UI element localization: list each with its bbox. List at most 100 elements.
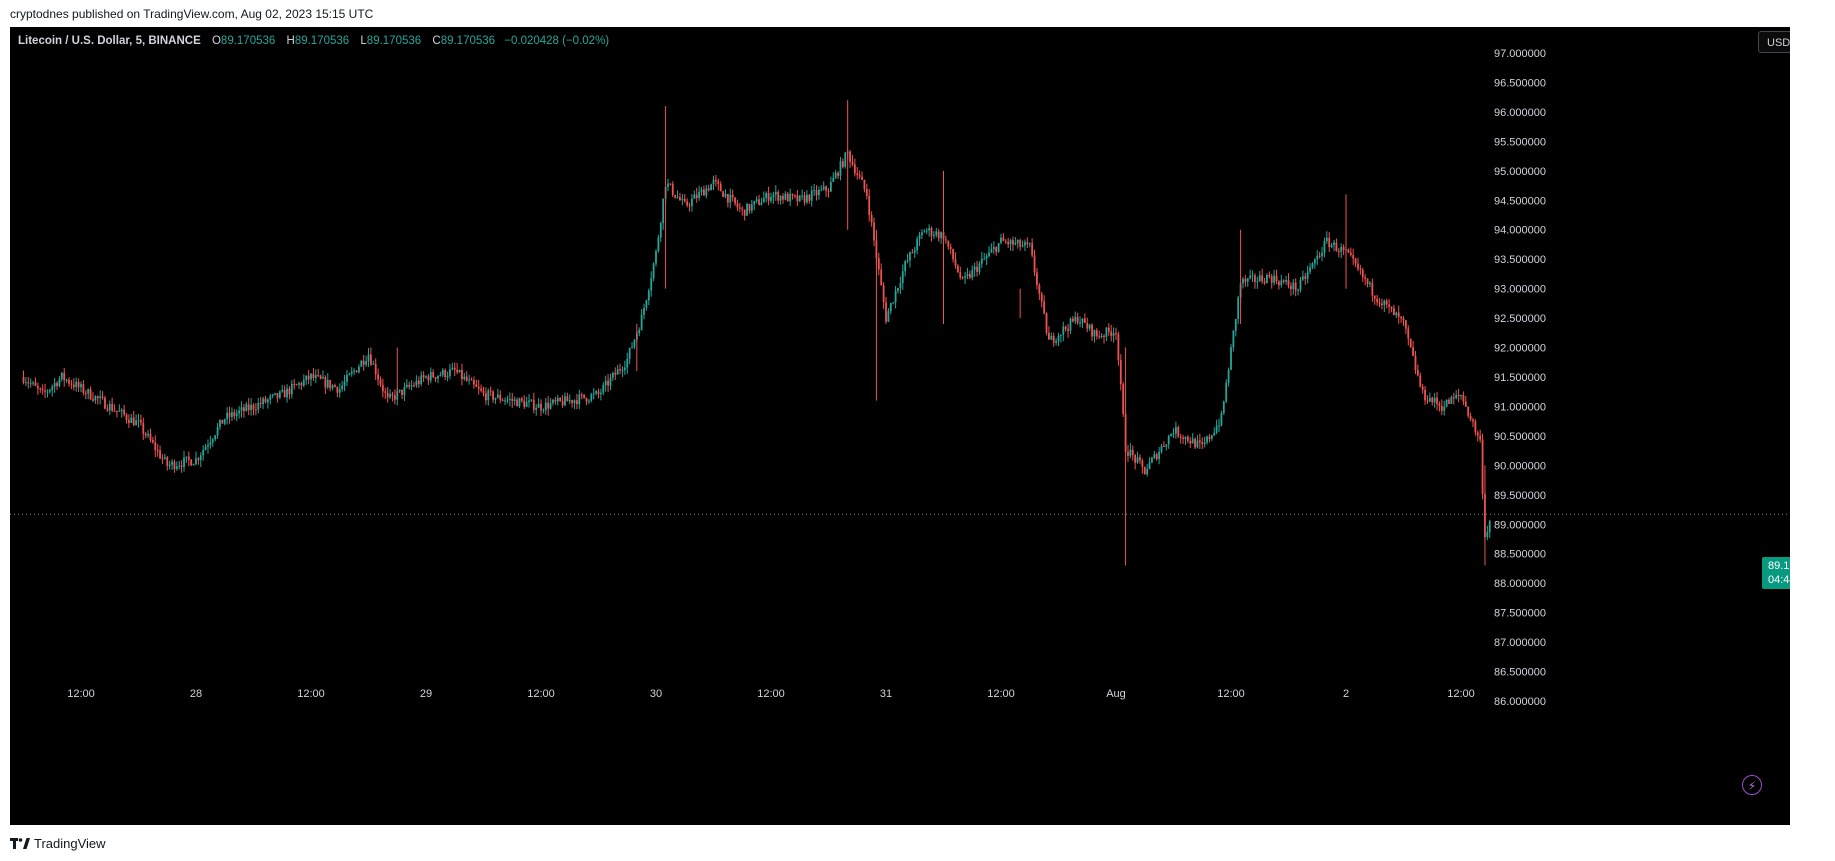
candle-body	[952, 248, 954, 260]
candle-body	[228, 412, 231, 417]
candle-body	[108, 403, 111, 411]
price-tick-label: 86.000000	[1494, 696, 1546, 708]
candle-body	[175, 466, 178, 469]
candle-body	[1335, 242, 1338, 252]
candle-body	[1304, 276, 1307, 279]
candle-body	[633, 339, 636, 348]
candle-body	[1476, 432, 1479, 436]
candle-body	[755, 199, 758, 201]
candle-body	[1067, 329, 1069, 331]
candle-body	[652, 263, 655, 279]
candle-body	[166, 457, 169, 466]
candle-body	[178, 465, 181, 467]
lightning-icon[interactable]: ⚡	[1742, 775, 1762, 795]
candle-body	[1428, 397, 1431, 402]
symbol-title: Litecoin / U.S. Dollar, 5, BINANCE	[18, 35, 201, 47]
candle-body	[777, 191, 780, 201]
candle-body	[937, 231, 940, 239]
candle-body	[374, 363, 377, 375]
time-tick-label: 12:00	[297, 688, 325, 700]
published-text: cryptodnes published on TradingView.com,…	[10, 7, 374, 21]
candle-body	[772, 194, 775, 197]
candle-body	[60, 372, 63, 380]
candle-body	[556, 397, 559, 402]
candle-body	[1050, 335, 1053, 340]
candle-body	[1383, 300, 1386, 305]
candlestick-chart[interactable]: 86.000000 86.500000 87.000000 87.500000 88.0…	[10, 27, 1790, 825]
candle-body	[532, 399, 535, 410]
candle-body	[257, 403, 260, 410]
candle-body	[758, 199, 760, 205]
candle-body	[1122, 384, 1125, 415]
candle-body	[405, 384, 408, 387]
candle-body	[1426, 400, 1429, 402]
candle-body	[588, 400, 590, 402]
open-label: O	[211, 35, 221, 47]
candle-body	[734, 197, 736, 204]
candle-body	[132, 417, 135, 426]
candle-body	[89, 389, 92, 400]
candle-body	[956, 265, 959, 273]
candle-body	[1361, 269, 1364, 278]
candle-body	[1160, 445, 1163, 452]
candle-body	[698, 191, 701, 199]
candle-body	[1369, 282, 1371, 285]
candle-body	[839, 161, 842, 176]
candle-body	[34, 382, 37, 386]
candle-body	[738, 207, 741, 209]
candle-body	[1424, 389, 1426, 401]
time-tick-label: 31	[880, 688, 892, 700]
candle-body	[528, 400, 530, 403]
candle-body	[537, 403, 540, 408]
candle-body	[259, 403, 262, 405]
candle-body	[1292, 282, 1295, 290]
candle-body	[832, 177, 835, 182]
candle-body	[22, 377, 25, 383]
candle-body	[113, 410, 116, 412]
price-axis: 86.000000 86.500000 87.000000 87.500000 88.0…	[1494, 48, 1546, 708]
candle-body	[1045, 313, 1048, 333]
candle-body	[585, 397, 588, 402]
candle-body	[1450, 397, 1453, 404]
candle-body	[602, 385, 605, 393]
candle-body	[1395, 312, 1398, 316]
candle-body	[456, 369, 459, 373]
candle-body	[1342, 247, 1345, 250]
candle-body	[911, 252, 914, 254]
candle-body	[880, 269, 883, 286]
candle-body	[1323, 241, 1326, 253]
candle-body	[576, 400, 578, 405]
price-tick-label: 88.000000	[1494, 578, 1546, 590]
candle-body	[142, 422, 145, 434]
candle-body	[1448, 399, 1450, 404]
candle-body	[185, 456, 188, 458]
close-label: C	[432, 35, 441, 47]
candle-body	[626, 358, 629, 368]
candle-body	[918, 235, 921, 240]
candle-body	[700, 189, 703, 192]
candle-body	[1318, 255, 1321, 257]
candle-body	[1055, 341, 1058, 343]
candle-body	[669, 183, 672, 185]
candle-body	[592, 393, 595, 395]
candle-body	[549, 403, 552, 409]
candle-body	[432, 372, 435, 378]
candle-body	[420, 375, 423, 385]
candle-body	[427, 376, 430, 381]
candle-body	[858, 175, 861, 177]
candle-body	[1479, 435, 1482, 440]
candle-body	[736, 203, 739, 208]
candle-body	[815, 190, 818, 196]
candle-body	[513, 399, 516, 401]
currency-selector[interactable]: USD	[1758, 31, 1790, 53]
last-price-label: 89.170536 04:44	[1762, 557, 1790, 589]
candle-body	[1328, 237, 1331, 248]
candle-body	[1024, 242, 1026, 246]
candle-body	[820, 189, 823, 191]
candle-body	[80, 384, 82, 388]
candle-body	[1141, 460, 1144, 467]
chart-area[interactable]: 86.000000 86.500000 87.000000 87.500000 88.0…	[10, 27, 1790, 825]
candle-body	[645, 300, 648, 308]
candle-body	[1488, 521, 1491, 533]
candle-body	[84, 392, 87, 394]
